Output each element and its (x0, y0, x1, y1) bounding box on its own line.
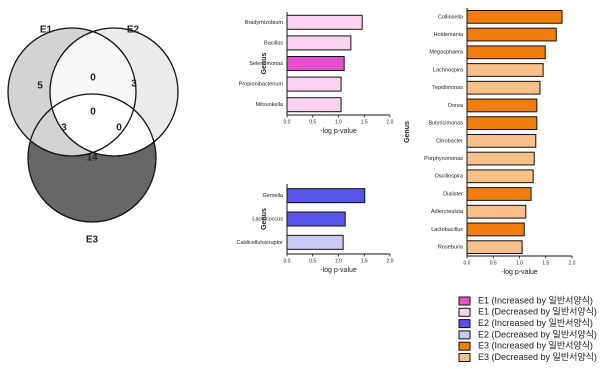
y-axis-label: Genus (404, 121, 411, 143)
x-tick-label: 1.5 (361, 119, 368, 125)
bar (286, 97, 342, 113)
legend-swatch (458, 353, 471, 362)
bar (286, 56, 345, 71)
legend-label: E1 (Increased by 일반서양식) (478, 295, 593, 305)
bar (466, 187, 532, 201)
x-tick-label: 2.0 (387, 119, 394, 125)
bar (286, 14, 363, 30)
y-tick-label: Bacillus (264, 40, 283, 46)
y-tick-label: Oscillospira (435, 174, 464, 180)
venn-count: 5 (37, 81, 43, 92)
bar (286, 188, 366, 204)
bar (466, 9, 563, 24)
x-tick-label: 0.5 (490, 260, 497, 266)
y-tick-label: Bradyrhizobium (245, 20, 284, 26)
y-tick-label: Gemella (263, 193, 284, 199)
legend-swatch (458, 307, 471, 317)
venn-count: 0 (116, 123, 122, 134)
bar (466, 45, 546, 60)
venn-set-label: E2 (127, 25, 140, 36)
legend-swatch (458, 319, 471, 329)
x-tick-label: 2.0 (387, 258, 394, 264)
legend-label: E2 (Decreased by 일반서양식) (478, 329, 597, 339)
bar (466, 169, 534, 184)
y-tick-label: Collinsella (438, 14, 464, 20)
y-tick-label: Tepidimonas (432, 85, 463, 91)
y-tick-label: Lachnospira (433, 67, 464, 73)
y-tick-label: Dialister (443, 191, 463, 197)
bar (466, 98, 538, 113)
legend-swatch (458, 341, 471, 351)
bar (286, 35, 352, 51)
y-tick-label: Megasphaera (429, 50, 464, 56)
bar (466, 63, 544, 77)
venn-outline (7, 27, 137, 157)
legend-label: E1 (Decreased by 일반서양식) (478, 307, 597, 317)
legend-label: E3 (Decreased by 일반서양식) (478, 352, 597, 362)
x-tick-label: 0.5 (309, 119, 316, 125)
x-tick-label: 0.0 (284, 119, 291, 125)
x-tick-label: 1.0 (335, 119, 342, 125)
y-axis-label: Genus (261, 53, 268, 75)
y-tick-label: Lactobacillus (431, 227, 463, 233)
venn-count: 0 (90, 73, 96, 84)
y-tick-label: Caldicellulosiruptor (237, 240, 284, 246)
x-tick-label: 0.0 (284, 258, 291, 264)
bar (286, 234, 344, 250)
x-tick-label: 1.5 (361, 258, 368, 264)
y-tick-label: Roseburia (438, 245, 464, 251)
legend-swatch (458, 296, 471, 306)
bar (466, 151, 535, 166)
bar (466, 116, 538, 131)
venn-set-label: E1 (40, 25, 53, 36)
x-tick-label: 2.0 (569, 260, 576, 266)
venn-outline (49, 27, 179, 157)
x-tick-label: 1.0 (516, 260, 523, 266)
bar (466, 222, 525, 237)
bar (466, 27, 557, 42)
x-axis-label: -log p-value (501, 269, 538, 276)
y-tick-label: Adlercreutzia (431, 209, 464, 215)
venn-set-label: E3 (86, 235, 99, 246)
venn-count: 0 (90, 107, 96, 118)
venn-count: 3 (61, 123, 67, 134)
x-tick-label: 0.5 (309, 258, 316, 264)
y-tick-label: Porphyromonas (424, 156, 463, 162)
x-axis-label: -log p-value (320, 267, 357, 274)
bar (466, 133, 537, 148)
venn-region (50, 94, 136, 156)
x-tick-label: 1.0 (335, 258, 342, 264)
y-tick-label: Citrobacter (436, 138, 463, 144)
y-tick-label: Propionibacterium (239, 82, 284, 88)
y-tick-label: Mitsuokella (255, 102, 283, 108)
venn-outline (27, 93, 157, 223)
y-tick-label: Lactococcus (252, 216, 283, 222)
x-tick-label: 1.5 (542, 260, 549, 266)
y-tick-label: Butyricimonas (428, 121, 463, 127)
x-tick-label: 0.0 (464, 260, 471, 266)
y-axis-label: Genus (261, 208, 268, 230)
bar (286, 76, 342, 92)
venn-count: 3 (131, 79, 137, 90)
y-tick-label: Selenomonas (249, 61, 283, 67)
legend-label: E2 (Increased by 일반서양식) (478, 318, 593, 328)
bar (466, 80, 541, 95)
bar (466, 204, 527, 219)
y-tick-label: Dorea (448, 103, 464, 109)
venn-count: 14 (86, 153, 98, 164)
legend-swatch (458, 330, 471, 340)
bar (286, 211, 346, 227)
x-axis-label: -log p-value (320, 128, 357, 135)
y-tick-label: Holdemania (434, 32, 464, 38)
legend-label: E3 (Increased by 일반서양식) (478, 341, 593, 351)
bar (466, 240, 523, 255)
